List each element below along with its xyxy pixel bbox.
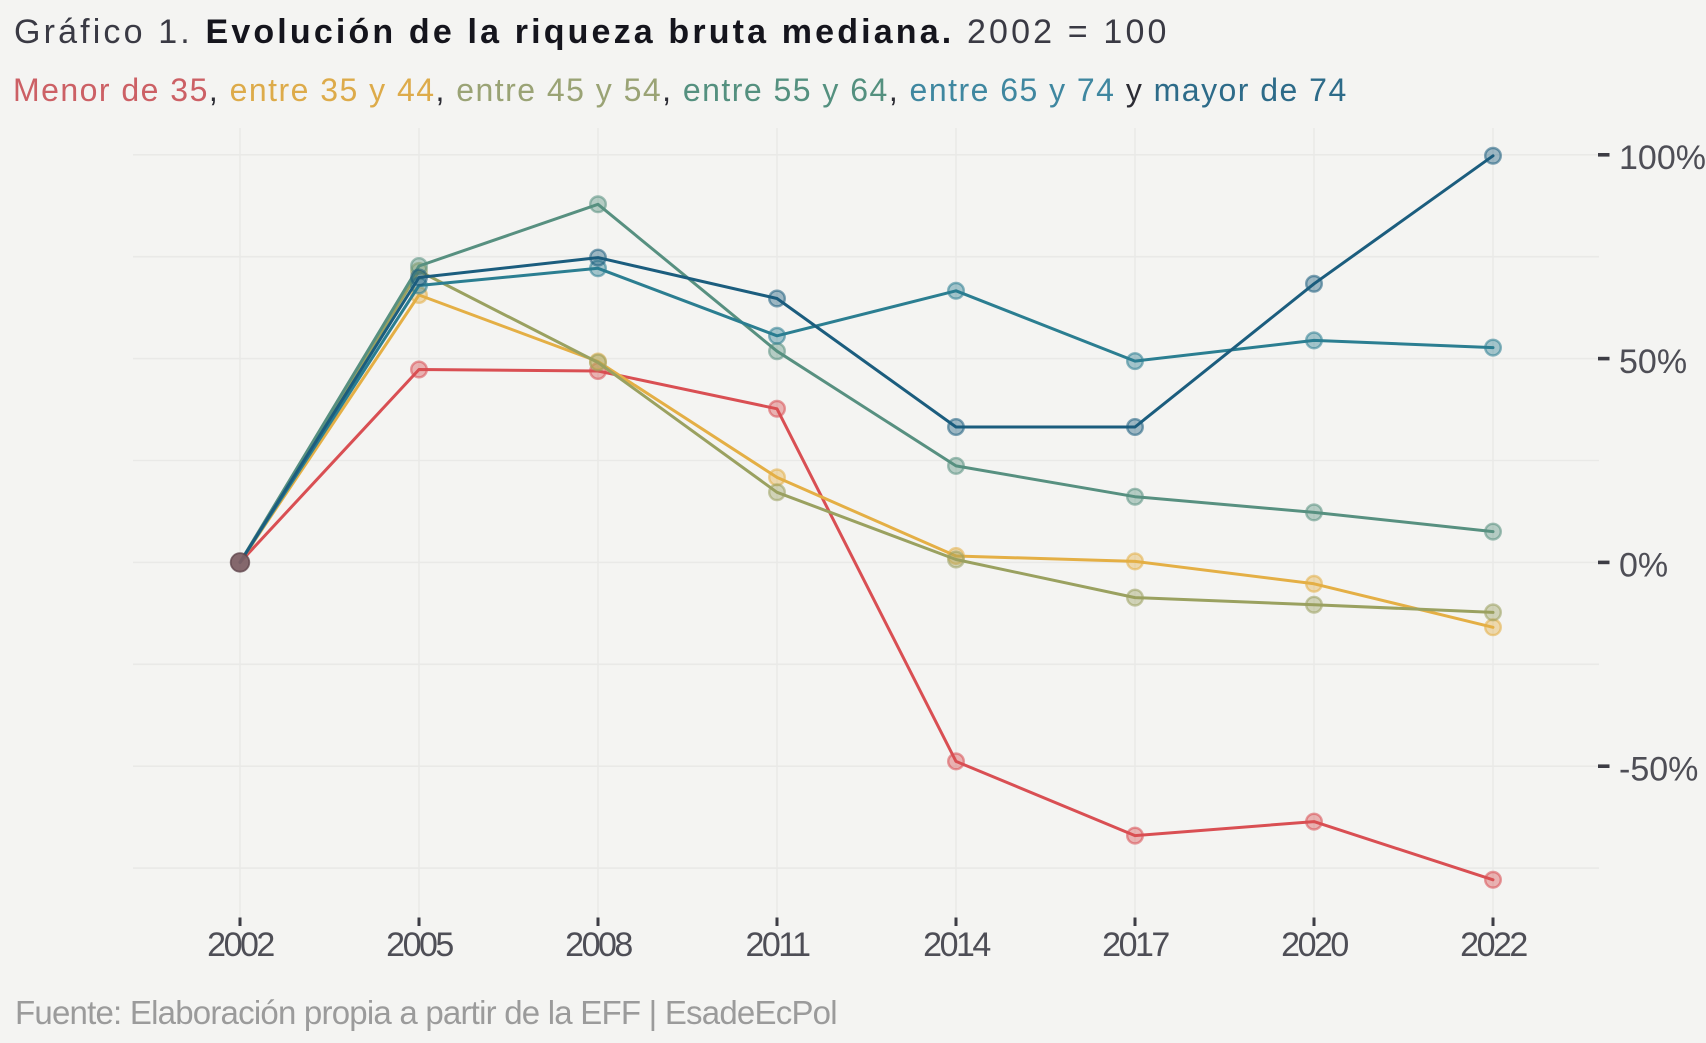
svg-text:2014: 2014 — [923, 926, 990, 964]
svg-text:50%: 50% — [1619, 343, 1687, 381]
svg-text:2008: 2008 — [565, 926, 632, 964]
svg-text:0%: 0% — [1619, 547, 1668, 585]
svg-text:-50%: -50% — [1619, 750, 1698, 788]
svg-text:2020: 2020 — [1281, 926, 1348, 964]
svg-text:100%: 100% — [1619, 139, 1706, 177]
svg-text:2005: 2005 — [386, 926, 453, 964]
svg-text:Fuente: Elaboración propia a p: Fuente: Elaboración propia a partir de l… — [15, 994, 837, 1031]
svg-text:2002: 2002 — [207, 926, 274, 964]
svg-text:2017: 2017 — [1102, 926, 1169, 964]
svg-text:2022: 2022 — [1460, 926, 1527, 964]
svg-text:Gráfico 1. Evolución de la riq: Gráfico 1. Evolución de la riqueza bruta… — [14, 13, 1170, 51]
svg-text:2011: 2011 — [745, 926, 810, 964]
svg-text:Menor de 35, entre 35 y 44, en: Menor de 35, entre 35 y 44, entre 45 y 5… — [13, 72, 1348, 108]
